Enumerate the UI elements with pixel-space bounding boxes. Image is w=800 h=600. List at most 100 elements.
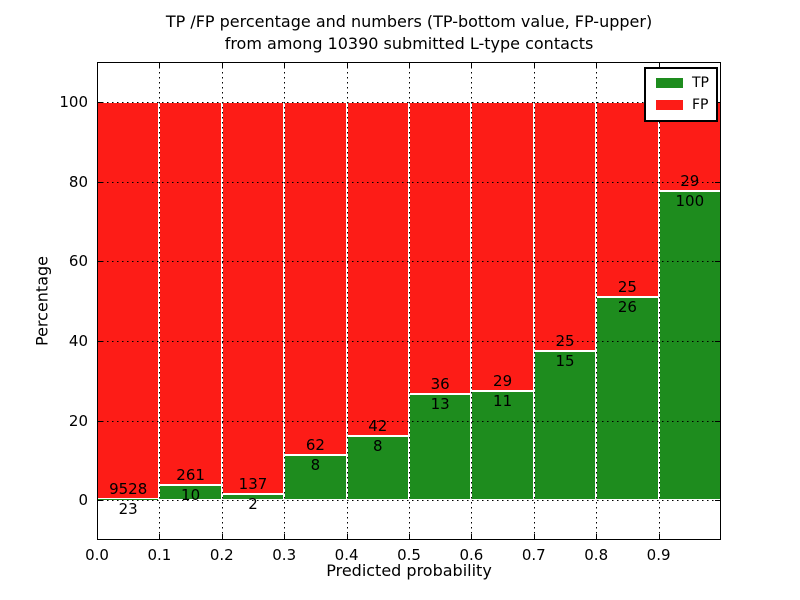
x-tick-label: 0.8 (584, 546, 609, 564)
fp-bar-segment (596, 101, 659, 298)
x-tick-mark-top (471, 62, 473, 68)
tp-bar-segment (409, 394, 472, 501)
fp-count-label: 29 (680, 172, 700, 191)
grid-layer (97, 62, 721, 540)
fp-bar-segment (221, 101, 285, 495)
x-tick-label: 0.7 (521, 546, 546, 564)
fp-legend-swatch (656, 100, 683, 110)
tp-count-label: 8 (373, 437, 383, 456)
plot-area: 9528 23 261 10 137 2 62 8 42 8 36 13 29 11 25 15 25 26 29 1… (97, 62, 721, 540)
fp-bar-segment (533, 101, 597, 351)
x-tick-label: 0.2 (209, 546, 234, 564)
tp-bar-segment (346, 436, 409, 501)
tp-count-label: 15 (555, 351, 575, 370)
tp-count-label: 8 (310, 455, 321, 474)
x-tick-mark-top (284, 62, 286, 68)
y-tick-label: 100 (59, 92, 88, 111)
v-gridline (221, 62, 223, 540)
x-tick-mark-top (533, 62, 535, 68)
fp-bar-segment (409, 101, 472, 395)
x-tick-mark-bottom (658, 534, 660, 540)
v-gridline (471, 62, 473, 540)
y-tick-mark-right (715, 181, 721, 183)
x-tick-mark-top (658, 62, 660, 68)
tp-bar-segment (533, 350, 597, 501)
x-tick-mark-bottom (159, 534, 161, 540)
fp-count-label: 9528 (109, 480, 148, 499)
y-tick-label: 0 (78, 491, 88, 510)
x-tick-mark-bottom (596, 534, 598, 540)
y-tick-mark-right (715, 101, 721, 103)
v-gridline (596, 62, 598, 540)
x-tick-mark-bottom (533, 534, 535, 540)
tp-count-label: 100 (675, 192, 705, 211)
x-tick-label: 0.9 (646, 546, 671, 564)
x-tick-label: 0.1 (147, 546, 172, 564)
x-tick-mark-top (409, 62, 410, 68)
y-tick-label: 40 (68, 331, 88, 350)
fp-count-label: 62 (305, 435, 325, 454)
tp-count-label: 13 (430, 395, 450, 414)
x-tick-mark-bottom (97, 534, 98, 540)
y-tick-mark-left (97, 101, 103, 103)
fp-bar-segment (346, 101, 409, 437)
legend-item-fp: FP (656, 98, 709, 112)
v-gridline (658, 62, 660, 540)
x-tick-mark-top (596, 62, 598, 68)
tp-legend-label: TP (692, 75, 709, 91)
y-tick-mark-right (715, 340, 721, 342)
fp-count-label: 25 (617, 278, 637, 297)
y-axis-label: Percentage (32, 256, 52, 347)
fp-bar-segment (471, 101, 534, 391)
chart-title-line1: TP /FP percentage and numbers (TP-bottom… (165, 12, 653, 31)
v-gridline (409, 62, 410, 540)
x-tick-mark-bottom (409, 534, 410, 540)
x-tick-label: 0.4 (334, 546, 359, 564)
bar-labels-layer: 9528 23 261 10 137 2 62 8 42 8 36 13 29 11 25 15 25 26 29 1… (97, 62, 721, 540)
tp-count-label: 10 (181, 486, 201, 505)
x-axis-label: Predicted probability (326, 561, 492, 580)
v-gridline (346, 62, 348, 540)
y-tick-mark-left (97, 500, 103, 502)
x-tick-mark-top (97, 62, 98, 68)
x-tick-mark-bottom (284, 534, 286, 540)
fp-count-label: 29 (493, 371, 513, 390)
legend: TP FP (644, 67, 718, 122)
x-tick-label: 0.6 (459, 546, 484, 564)
y-tick-mark-right (715, 500, 721, 502)
x-tick-label: 0.5 (397, 546, 421, 564)
legend-item-tp: TP (656, 76, 709, 90)
fp-bar-segment (284, 101, 347, 455)
tp-count-label: 26 (617, 298, 637, 317)
y-tick-mark-right (715, 261, 721, 263)
x-tick-mark-bottom (221, 534, 223, 540)
x-tick-mark-bottom (346, 534, 348, 540)
tp-count-label: 2 (248, 495, 258, 514)
v-gridline (533, 62, 535, 540)
y-tick-mark-left (97, 340, 103, 342)
x-tick-label: 0.0 (85, 546, 109, 564)
tp-count-label: 23 (118, 500, 138, 519)
v-gridline (159, 62, 161, 540)
y-tick-mark-left (97, 261, 103, 263)
chart-title: TP /FP percentage and numbers (TP-bottom… (97, 11, 721, 55)
y-tick-mark-right (715, 420, 721, 422)
y-tick-label: 20 (68, 411, 88, 430)
tp-bar-segment (471, 390, 534, 501)
fp-count-label: 137 (238, 475, 268, 494)
x-tick-mark-top (221, 62, 223, 68)
fp-bar-segment (97, 101, 160, 500)
fp-bar-segment (159, 101, 222, 486)
x-tick-mark-bottom (471, 534, 473, 540)
fp-count-label: 25 (555, 331, 575, 350)
fp-count-label: 36 (430, 375, 450, 394)
y-tick-label: 80 (68, 172, 88, 191)
tp-legend-swatch (656, 78, 683, 88)
tp-bar-segment (596, 297, 659, 501)
x-tick-mark-top (159, 62, 161, 68)
chart-title-line2: from among 10390 submitted L-type contac… (224, 34, 594, 53)
fp-legend-label: FP (692, 97, 709, 113)
tp-count-label: 11 (493, 391, 513, 410)
x-tick-label: 0.3 (272, 546, 297, 564)
